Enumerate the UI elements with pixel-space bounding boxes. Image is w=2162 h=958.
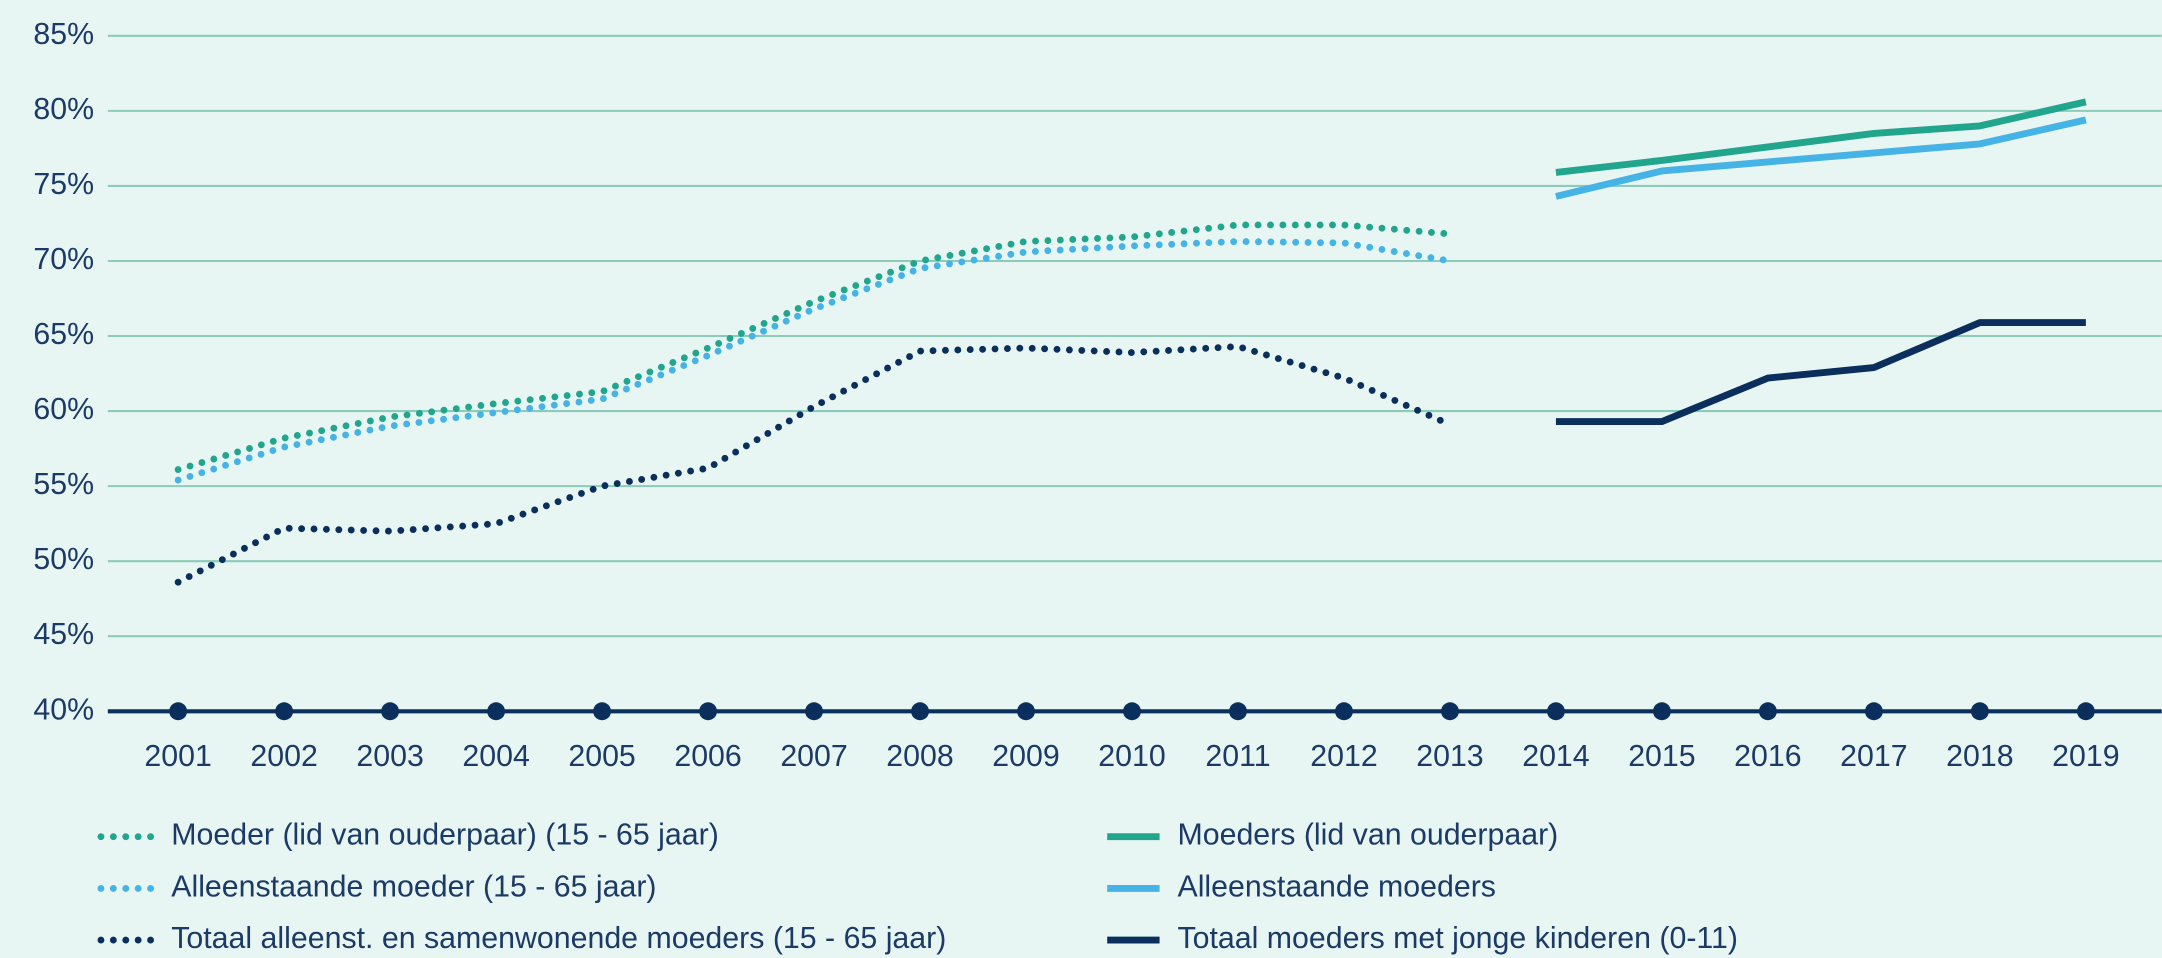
x-tick-label: 2005 (568, 740, 635, 773)
x-axis-dot (699, 702, 718, 721)
legend-label: Totaal moeders met jonge kinderen (0-11) (1177, 922, 1738, 955)
x-tick-label: 2015 (1628, 740, 1695, 773)
y-tick-label: 85% (33, 18, 94, 51)
series-line (174, 343, 1454, 586)
x-axis-dot (1440, 702, 1459, 721)
legend-label: Totaal alleenst. en samenwonende moeders… (171, 922, 946, 955)
series-line (1555, 98, 2087, 176)
x-tick-label: 2003 (356, 740, 423, 773)
legend-label: Moeder (lid van ouderpaar) (15 - 65 jaar… (171, 819, 719, 852)
x-tick-label: 2006 (674, 740, 741, 773)
series-line (174, 238, 1454, 484)
x-axis-dot (593, 702, 612, 721)
x-tick-label: 2016 (1734, 740, 1801, 773)
x-tick-label: 2013 (1416, 740, 1483, 773)
series-line (1555, 319, 2086, 426)
legend-label: Moeders (lid van ouderpaar) (1177, 819, 1558, 852)
y-tick-label: 70% (33, 243, 94, 276)
x-tick-label: 2008 (886, 740, 953, 773)
x-axis-dot (1017, 702, 1035, 721)
x-axis-dot (2076, 702, 2095, 721)
x-tick-label: 2019 (2052, 740, 2119, 773)
x-axis-dot (805, 702, 824, 721)
x-tick-label: 2001 (144, 740, 211, 773)
x-axis-dot (381, 702, 400, 721)
x-axis-dot (1546, 702, 1565, 721)
x-axis-dot (911, 702, 929, 721)
series-line (1555, 116, 2087, 200)
x-axis-dot (1652, 702, 1671, 721)
x-tick-label: 2011 (1205, 740, 1270, 773)
x-axis-dot (1970, 702, 1989, 721)
y-tick-label: 50% (33, 543, 94, 576)
x-axis-dot (1335, 702, 1353, 721)
x-tick-label: 2010 (1098, 740, 1165, 773)
x-tick-label: 2012 (1310, 740, 1377, 773)
x-axis-dot (1229, 702, 1247, 721)
y-tick-label: 75% (33, 168, 94, 201)
x-axis-dot (1758, 702, 1777, 721)
x-tick-label: 2009 (992, 740, 1059, 773)
legend-label: Alleenstaande moeder (15 - 65 jaar) (171, 870, 656, 903)
x-tick-label: 2004 (462, 740, 529, 773)
y-tick-label: 65% (33, 318, 94, 351)
legend-label: Alleenstaande moeders (1177, 870, 1496, 903)
x-tick-label: 2018 (1946, 740, 2013, 773)
x-axis-dot (487, 702, 506, 721)
x-axis-dot (1123, 702, 1141, 721)
x-axis-dot (169, 702, 188, 721)
x-tick-label: 2007 (780, 740, 847, 773)
x-tick-label: 2014 (1522, 740, 1589, 773)
x-axis-dot (1864, 702, 1883, 721)
y-tick-label: 40% (33, 693, 94, 726)
y-tick-label: 55% (33, 468, 94, 501)
x-axis-dot (275, 702, 294, 721)
y-tick-label: 80% (33, 93, 94, 126)
y-tick-label: 45% (33, 618, 94, 651)
x-tick-label: 2002 (250, 740, 317, 773)
y-tick-label: 60% (33, 393, 94, 426)
x-tick-label: 2017 (1840, 740, 1907, 773)
